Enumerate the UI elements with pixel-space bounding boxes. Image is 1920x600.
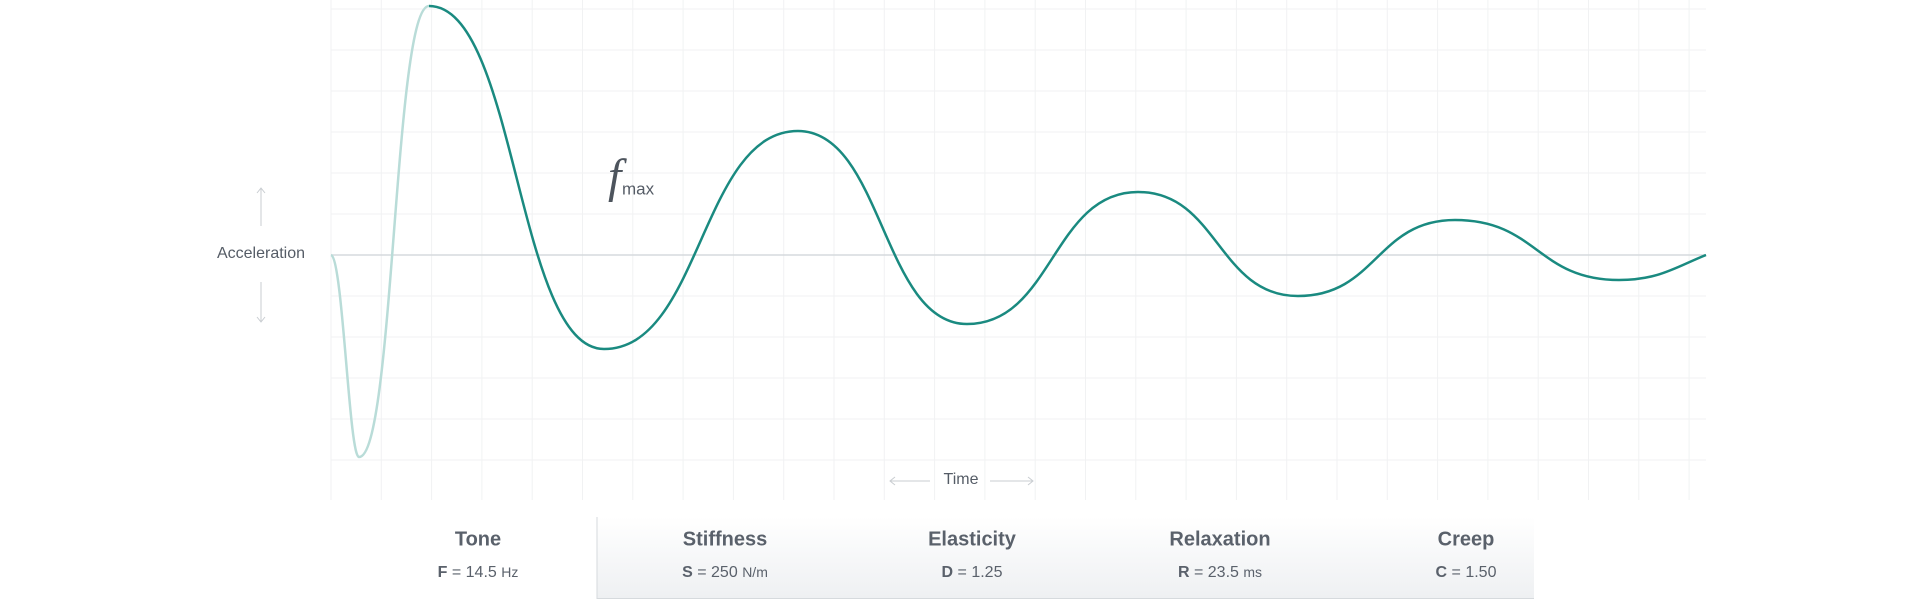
- parameter-number: 23.5: [1208, 564, 1239, 581]
- parameter-symbol: F: [438, 564, 448, 581]
- parameter-panel: [597, 517, 1534, 599]
- curve-start: [330, 4, 430, 459]
- parameters: Tone F = 14.5 Hz Stiffness S = 250 N/m Elast…: [438, 528, 1497, 581]
- parameter-unit: N/m: [742, 564, 768, 580]
- parameter-value: S = 250 N/m: [682, 564, 768, 582]
- x-arrows: [889, 476, 1034, 486]
- parameter-name: Relaxation: [1169, 528, 1270, 550]
- parameter-symbol: S: [682, 564, 693, 581]
- parameter-number: 250: [711, 564, 738, 581]
- parameter-name: Tone: [455, 528, 501, 550]
- equals: =: [1447, 564, 1465, 581]
- parameter-number: 14.5: [466, 564, 497, 581]
- equals: =: [953, 564, 971, 581]
- curve: [428, 4, 1707, 351]
- parameter-symbol: R: [1178, 564, 1190, 581]
- parameter-value: D = 1.25: [942, 564, 1003, 581]
- parameter-symbol: C: [1436, 564, 1448, 581]
- parameter-symbol: D: [942, 564, 954, 581]
- parameter-name: Stiffness: [683, 528, 767, 550]
- parameter-value: F = 14.5 Hz: [438, 564, 519, 582]
- parameter-value: R = 23.5 ms: [1178, 564, 1262, 582]
- parameter-number: 1.50: [1465, 564, 1496, 581]
- parameter-name: Creep: [1438, 528, 1495, 550]
- y-axis-label: Acceleration: [217, 245, 305, 262]
- equals: =: [1190, 564, 1208, 581]
- parameter-value: C = 1.50: [1436, 564, 1497, 581]
- grid: [330, 0, 1706, 500]
- parameter-number: 1.25: [971, 564, 1002, 581]
- equals: =: [447, 564, 465, 581]
- parameter-name: Elasticity: [928, 528, 1017, 550]
- x-axis-label: Time: [944, 471, 979, 488]
- parameter-unit: ms: [1243, 564, 1262, 580]
- y-arrows: [256, 187, 266, 323]
- equals: =: [693, 564, 711, 581]
- annotation-subscript: max: [622, 179, 655, 198]
- parameter-unit: Hz: [501, 564, 518, 580]
